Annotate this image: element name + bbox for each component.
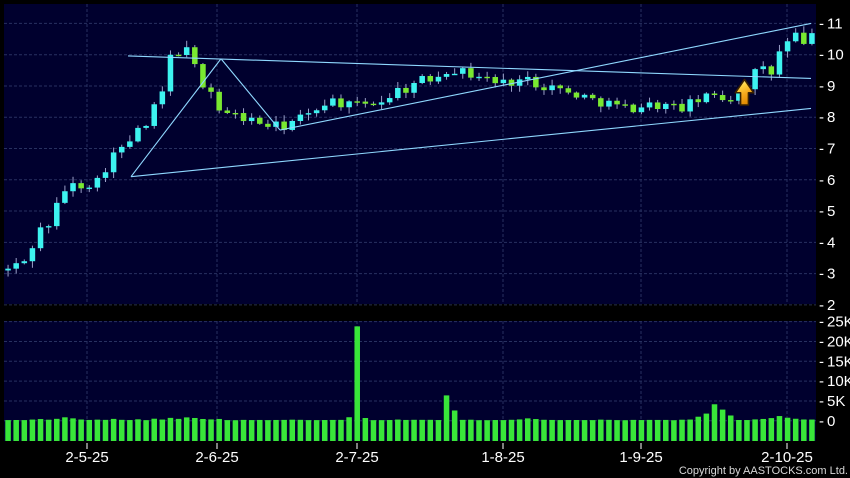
svg-text:-: - xyxy=(819,353,824,370)
svg-text:-: - xyxy=(819,141,824,158)
svg-text:-: - xyxy=(819,15,824,32)
svg-text:-: - xyxy=(819,373,824,390)
svg-text:0: 0 xyxy=(827,413,835,430)
svg-text:11: 11 xyxy=(827,15,843,32)
svg-text:15K: 15K xyxy=(827,353,850,370)
svg-text:-: - xyxy=(819,78,824,95)
svg-text:4: 4 xyxy=(827,234,835,251)
svg-text:-: - xyxy=(819,393,824,410)
svg-text:-: - xyxy=(819,234,824,251)
svg-text:Copyright by AASTOCKS.com Ltd.: Copyright by AASTOCKS.com Ltd. xyxy=(679,465,848,477)
svg-text:5: 5 xyxy=(827,203,835,220)
svg-text:2: 2 xyxy=(827,297,835,314)
svg-text:20K: 20K xyxy=(827,333,850,350)
svg-text:6: 6 xyxy=(827,172,835,189)
svg-text:-: - xyxy=(819,172,824,189)
svg-text:2-7-25: 2-7-25 xyxy=(335,449,378,466)
svg-text:1-8-25: 1-8-25 xyxy=(481,449,524,466)
svg-text:-: - xyxy=(819,297,824,314)
svg-text:8: 8 xyxy=(827,109,835,126)
svg-text:10K: 10K xyxy=(827,373,850,390)
svg-text:2-10-25: 2-10-25 xyxy=(761,449,813,466)
svg-text:10: 10 xyxy=(827,47,844,64)
svg-text:5K: 5K xyxy=(827,393,845,410)
svg-text:-: - xyxy=(819,413,824,430)
svg-text:2-5-25: 2-5-25 xyxy=(65,449,108,466)
svg-text:-: - xyxy=(819,333,824,350)
svg-text:3: 3 xyxy=(827,266,835,283)
svg-text:7: 7 xyxy=(827,141,835,158)
svg-text:-: - xyxy=(819,109,824,126)
svg-text:-: - xyxy=(819,314,824,331)
svg-text:-: - xyxy=(819,47,824,64)
svg-text:9: 9 xyxy=(827,78,835,95)
svg-text:25K: 25K xyxy=(827,314,850,331)
svg-text:-: - xyxy=(819,266,824,283)
svg-text:1-9-25: 1-9-25 xyxy=(619,449,662,466)
svg-text:-: - xyxy=(819,203,824,220)
svg-text:2-6-25: 2-6-25 xyxy=(195,449,238,466)
